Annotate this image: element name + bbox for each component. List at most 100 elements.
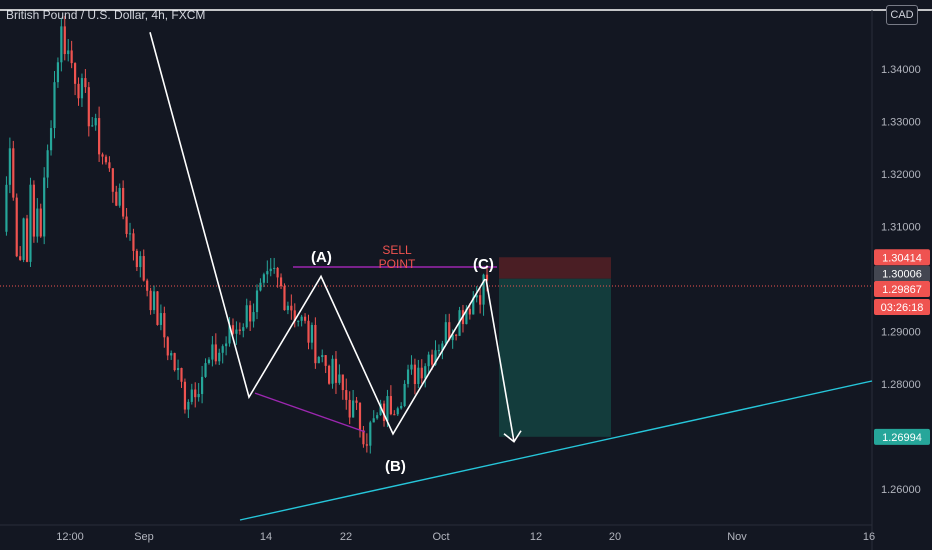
candle-body (176, 368, 180, 371)
candle-body (5, 184, 8, 232)
candle-body (128, 233, 132, 235)
candle-body (255, 290, 259, 313)
candle-body (358, 402, 362, 431)
candle-body (352, 400, 355, 418)
candle-body (200, 376, 204, 394)
candle-body (290, 305, 293, 311)
candle-body (135, 250, 138, 268)
candle-body (482, 274, 485, 305)
candle-body (156, 291, 159, 325)
candle-body (39, 208, 42, 237)
candle-body (159, 313, 163, 325)
candle-body (444, 322, 447, 344)
candle-body (310, 324, 314, 343)
candle-body (173, 353, 176, 371)
candle-body (372, 418, 375, 423)
candle-body (293, 310, 296, 322)
candle-body (317, 356, 320, 364)
candle-body (430, 354, 434, 365)
candle-body (53, 82, 56, 129)
candle-body (410, 364, 413, 370)
candle-body (87, 87, 90, 127)
candle-body (94, 118, 97, 126)
time-tick-label: 16 (863, 531, 875, 543)
time-tick-label: 22 (340, 531, 352, 543)
ascending-trend-line (239, 380, 873, 521)
candle-body (63, 26, 66, 55)
candle-body (228, 325, 231, 344)
candle-body (118, 187, 121, 206)
candle-body (382, 403, 386, 421)
candle-body (369, 422, 372, 446)
candle-body (245, 305, 248, 328)
price-tick-label: 1.32000 (881, 169, 921, 181)
candle-body (91, 125, 94, 127)
price-tick-label: 1.34000 (881, 64, 921, 76)
candle-body (142, 256, 145, 281)
price-label-last-price: 1.29867 (882, 284, 922, 296)
candle-body (479, 295, 482, 305)
candle-body (324, 355, 327, 366)
chart-title: British Pound / U.S. Dollar, 4h, FXCM (6, 8, 206, 22)
candle-body (455, 334, 458, 336)
candle-body (197, 393, 200, 398)
candle-body (348, 399, 351, 418)
candle-body (341, 374, 344, 391)
label-a: (A) (311, 249, 332, 266)
price-tick-label: 1.31000 (881, 222, 921, 234)
candle-body (331, 358, 334, 384)
candle-body (441, 343, 444, 351)
candle-body (406, 369, 410, 384)
abc-pattern-lines (149, 32, 486, 436)
candle-body (19, 256, 22, 260)
candle-body (249, 305, 252, 322)
candle-body (252, 312, 255, 322)
candle-body (84, 78, 87, 88)
candle-body (231, 325, 235, 334)
candle-body (15, 197, 18, 257)
candle-body (56, 62, 60, 83)
take-profit-zone (499, 278, 611, 437)
price-label-take-profit: 1.26994 (882, 432, 922, 444)
candle-body (451, 334, 454, 341)
candle-body (321, 355, 324, 357)
candle-body (437, 350, 441, 352)
price-label-countdown: 03:26:18 (881, 302, 924, 314)
candle-body (77, 83, 80, 99)
currency-button[interactable]: CAD (886, 5, 918, 25)
candle-body (163, 313, 166, 338)
candle-body (262, 274, 265, 283)
candle-body (286, 305, 290, 311)
projection-arrowhead (503, 430, 522, 443)
candle-body (73, 63, 77, 84)
candle-body (225, 343, 228, 347)
candle-body (434, 350, 437, 365)
candle-body (122, 187, 125, 217)
candle-body (101, 154, 104, 157)
candle-body (12, 148, 15, 198)
candle-body (468, 308, 471, 315)
candle-body (273, 267, 276, 269)
candle-body (269, 268, 272, 272)
price-label-box-countdown (874, 298, 930, 315)
time-tick-label: Nov (727, 531, 747, 543)
candle-body (218, 352, 221, 362)
candle-body (413, 364, 417, 385)
time-tick-label: 14 (260, 531, 272, 543)
candle-body (80, 78, 84, 99)
candle-body (190, 389, 193, 402)
candle-body (49, 128, 53, 151)
candle-body (355, 400, 358, 403)
candle-body (132, 233, 135, 251)
time-tick-label: 12:00 (56, 531, 84, 543)
candle-body (221, 346, 224, 353)
candle-body (235, 329, 238, 334)
candle-body (300, 316, 303, 321)
candle-body (183, 381, 187, 410)
candle-body (104, 156, 108, 163)
candle-body (307, 320, 310, 343)
candle-body (327, 365, 331, 384)
candle-body (36, 208, 39, 237)
price-label-entry: 1.30006 (882, 269, 922, 281)
